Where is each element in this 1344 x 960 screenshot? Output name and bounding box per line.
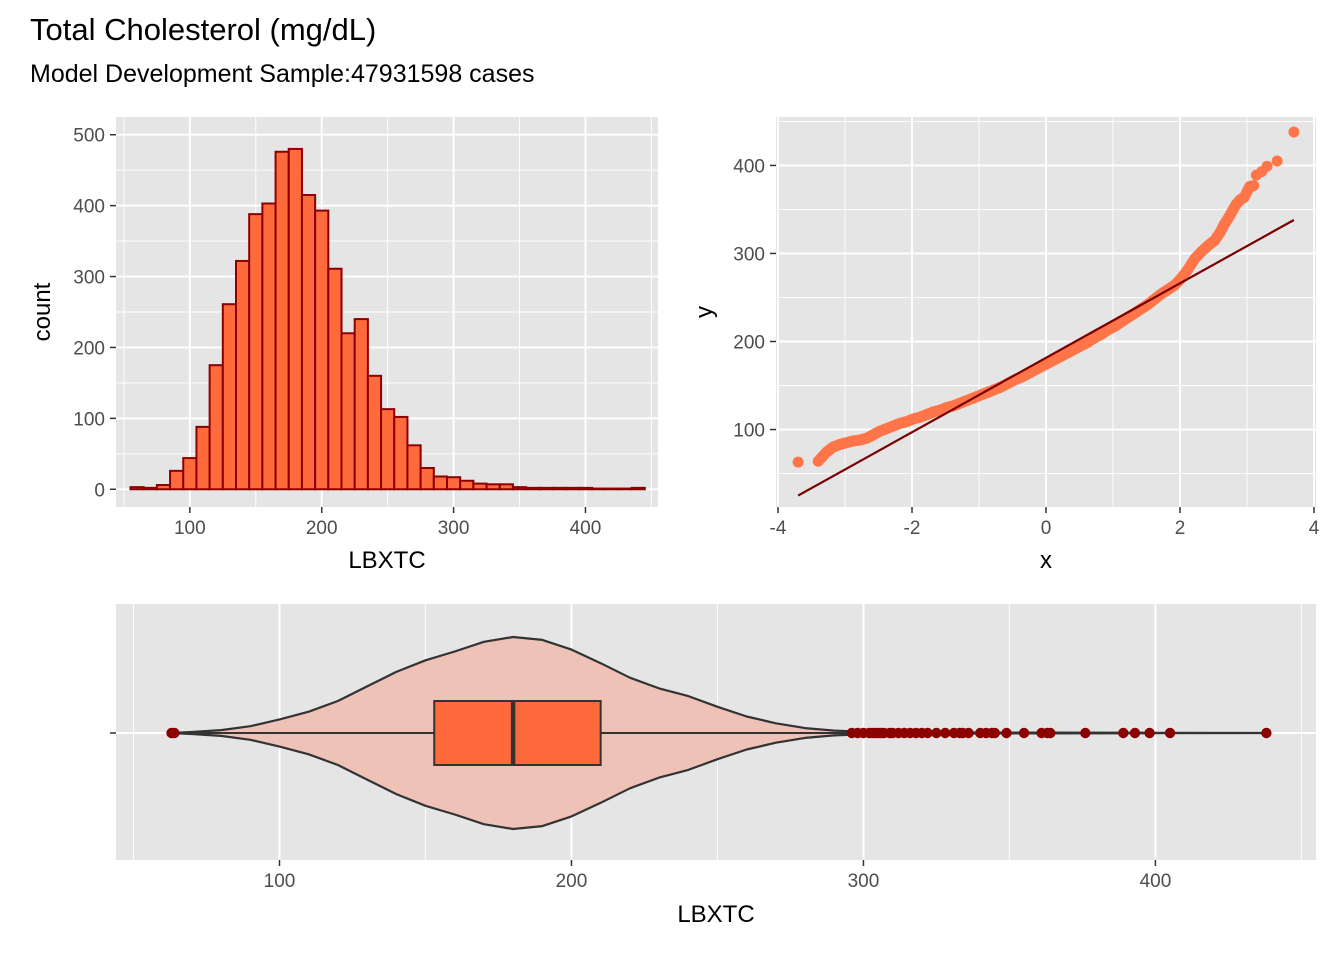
histogram-bar [235,259,251,491]
qq-reference-line [797,219,1295,497]
histogram-bar [564,486,580,491]
histogram-bar [248,213,264,491]
histogram-bar [393,415,409,491]
histogram-bar [327,267,343,491]
violin-box-panel: 100 200 300 400 LBXTC [110,604,1316,928]
y-tick-label: 0 [94,480,105,501]
y-tick-label: 400 [73,197,105,218]
histogram-bar [129,486,145,491]
qq-point [1247,180,1259,192]
histogram-bar [406,444,422,491]
x-axis-label: x [1040,547,1052,574]
y-axis-label: count [29,282,56,341]
x-tick-label: 2 [1175,518,1186,539]
histogram-bar [591,487,607,491]
histogram-bar [340,332,356,491]
box-iqr [433,700,602,766]
y-tick-label: 200 [73,338,105,359]
x-tick-label: 300 [848,871,880,892]
qq-plot-panel: -4 -2 0 2 4 100 200 300 400 x y [691,117,1320,574]
x-tick-label: 200 [306,518,338,539]
histogram-bar [459,479,475,491]
histogram-bar [221,303,238,491]
histogram-bar [472,482,488,491]
y-tick-label: 100 [73,409,105,430]
outlier-point [1164,727,1176,739]
chart-subtitle: Model Development Sample:47931598 cases [30,60,534,88]
histogram-bar [182,457,198,491]
y-tick-label: 100 [733,421,765,442]
x-tick-label: 400 [570,518,602,539]
histogram-bar [366,374,383,491]
outlier-point [169,727,180,739]
histogram-bar [432,475,449,491]
histogram-bar [511,486,528,491]
qq-point [1261,160,1273,172]
x-axis-label: LBXTC [677,901,754,928]
histogram-bar [208,364,224,491]
x-tick-label: 100 [264,871,296,892]
x-tick-label: -4 [770,518,787,539]
histogram-bar [300,194,317,491]
x-tick-label: 0 [1041,518,1052,539]
outlier-point [931,727,942,739]
x-tick-label: 200 [556,871,588,892]
qq-point [1271,155,1283,167]
outlier-point [1045,727,1056,739]
x-tick-label: -2 [904,518,921,539]
histogram-bar [604,487,620,491]
histogram-bar [155,484,172,491]
histogram-panel: 100 200 300 400 0 100 200 300 400 500 LBXTC count [29,117,658,574]
x-axis-label: LBXTC [348,547,425,574]
outlier-point [922,727,933,739]
histogram-bar [577,486,594,491]
outlier-point [963,727,974,739]
y-tick-label: 300 [733,244,765,265]
histogram-bar [538,486,554,491]
y-tick-label: 300 [73,268,105,289]
histogram-bar [195,425,211,491]
x-tick-label: 4 [1309,518,1320,539]
histogram-bar [169,469,185,491]
x-tick-label: 400 [1140,871,1172,892]
outlier-point [1018,727,1030,739]
histogram-bar [353,318,369,491]
y-tick-label: 500 [73,126,105,147]
histogram-bar [380,408,396,491]
histogram-bar [419,467,435,491]
chart-title: Total Cholesterol (mg/dL) [30,12,376,47]
x-tick-label: 100 [174,518,206,539]
outlier-point [1261,727,1272,739]
histogram-bar [446,476,462,491]
histogram-bar [485,483,501,491]
y-axis-label: y [691,306,718,318]
histogram-bar [142,486,158,491]
histogram-bar [261,202,277,491]
histogram-bar [617,487,633,491]
histogram-bar [314,209,330,491]
histogram-bar [525,486,541,491]
outlier-point [1001,727,1012,739]
histogram-bar [498,483,514,491]
histogram-bar [551,486,567,491]
y-tick-label: 400 [733,156,765,177]
y-tick-label: 200 [733,332,765,353]
histogram-bar [274,150,290,491]
outlier-point [1118,727,1129,739]
histogram-bar [630,486,646,491]
outlier-point [1080,727,1091,739]
outlier-point [939,727,951,739]
histogram-bar [287,147,303,491]
outlier-point [1144,727,1155,739]
outlier-point [1129,727,1141,739]
qq-point [1288,126,1300,138]
x-tick-label: 300 [438,518,470,539]
qq-point [792,456,804,468]
outlier-point [989,727,1001,739]
